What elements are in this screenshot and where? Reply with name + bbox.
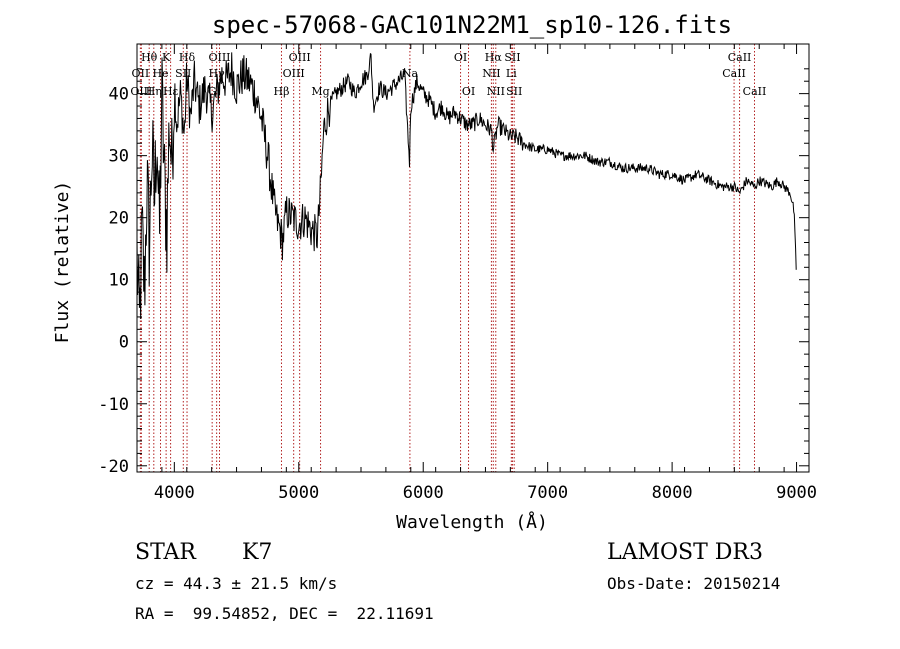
line-label: Li [506, 67, 517, 80]
y-tick-label: -10 [98, 395, 129, 415]
x-axis: 4000 5000 6000 7000 8000 9000 [136, 44, 817, 503]
line-label: SII [506, 85, 522, 98]
line-label: Hθ [141, 51, 158, 64]
line-label: Mg [311, 85, 329, 98]
object-class: STAR [135, 540, 196, 565]
line-label: OIII [283, 67, 305, 80]
line-label: CaII [728, 51, 752, 64]
y-tick-label: 40 [109, 85, 129, 105]
line-label: Hε [163, 85, 179, 98]
line-label: SII [175, 67, 191, 80]
line-label: OIII [130, 85, 152, 98]
line-label: CaII [743, 85, 767, 98]
line-label: OI [454, 51, 467, 64]
line-label: K [162, 51, 171, 64]
line-label: OIII [289, 51, 311, 64]
line-label: NII [487, 85, 505, 98]
line-label: CaII [722, 67, 746, 80]
y-tick-label: 10 [109, 271, 129, 291]
y-axis: -20 -10 0 10 20 30 40 [98, 68, 809, 477]
y-tick-label: 0 [119, 333, 129, 353]
line-label: SII [504, 51, 520, 64]
x-tick-label: 9000 [776, 483, 817, 503]
x-axis-label: Wavelength (Å) [396, 511, 548, 533]
redshift-velocity: cz = 44.3 ± 21.5 km/s [135, 574, 338, 593]
y-tick-label: -20 [98, 457, 129, 477]
line-label: G [208, 85, 217, 98]
plot-frame [136, 43, 810, 473]
line-label: Hβ [274, 85, 290, 98]
line-label: OII [132, 67, 150, 80]
x-tick-label: 4000 [154, 483, 195, 503]
line-label: Hγ [209, 67, 226, 80]
x-tick-label: 8000 [652, 483, 693, 503]
y-tick-label: 20 [109, 209, 129, 229]
object-subclass: K7 [242, 540, 273, 565]
sky-coordinates: RA = 99.54852, DEC = 22.11691 [135, 604, 434, 623]
line-label: Hδ [179, 51, 196, 64]
y-tick-label: 30 [109, 147, 129, 167]
y-axis-label: Flux (relative) [52, 181, 73, 344]
line-label: He [152, 67, 168, 80]
line-label: Na [402, 67, 419, 80]
line-label: Hα [485, 51, 503, 64]
chart-title: spec-57068-GAC101N22M1_sp10-126.fits [212, 11, 732, 39]
survey-release: LAMOST DR3 [607, 540, 763, 565]
spectrum-series [136, 52, 797, 320]
x-tick-label: 5000 [278, 483, 319, 503]
line-label: NII [482, 67, 500, 80]
x-tick-label: 6000 [403, 483, 444, 503]
x-tick-label: 7000 [527, 483, 568, 503]
line-markers [139, 44, 755, 472]
line-label: OI [462, 85, 475, 98]
observation-date: Obs-Date: 20150214 [607, 574, 781, 593]
line-label: Hη [146, 85, 162, 98]
line-label: OIII [208, 51, 230, 64]
spectrum-chart: spec-57068-GAC101N22M1_sp10-126.fits Hθ O… [52, 11, 817, 533]
